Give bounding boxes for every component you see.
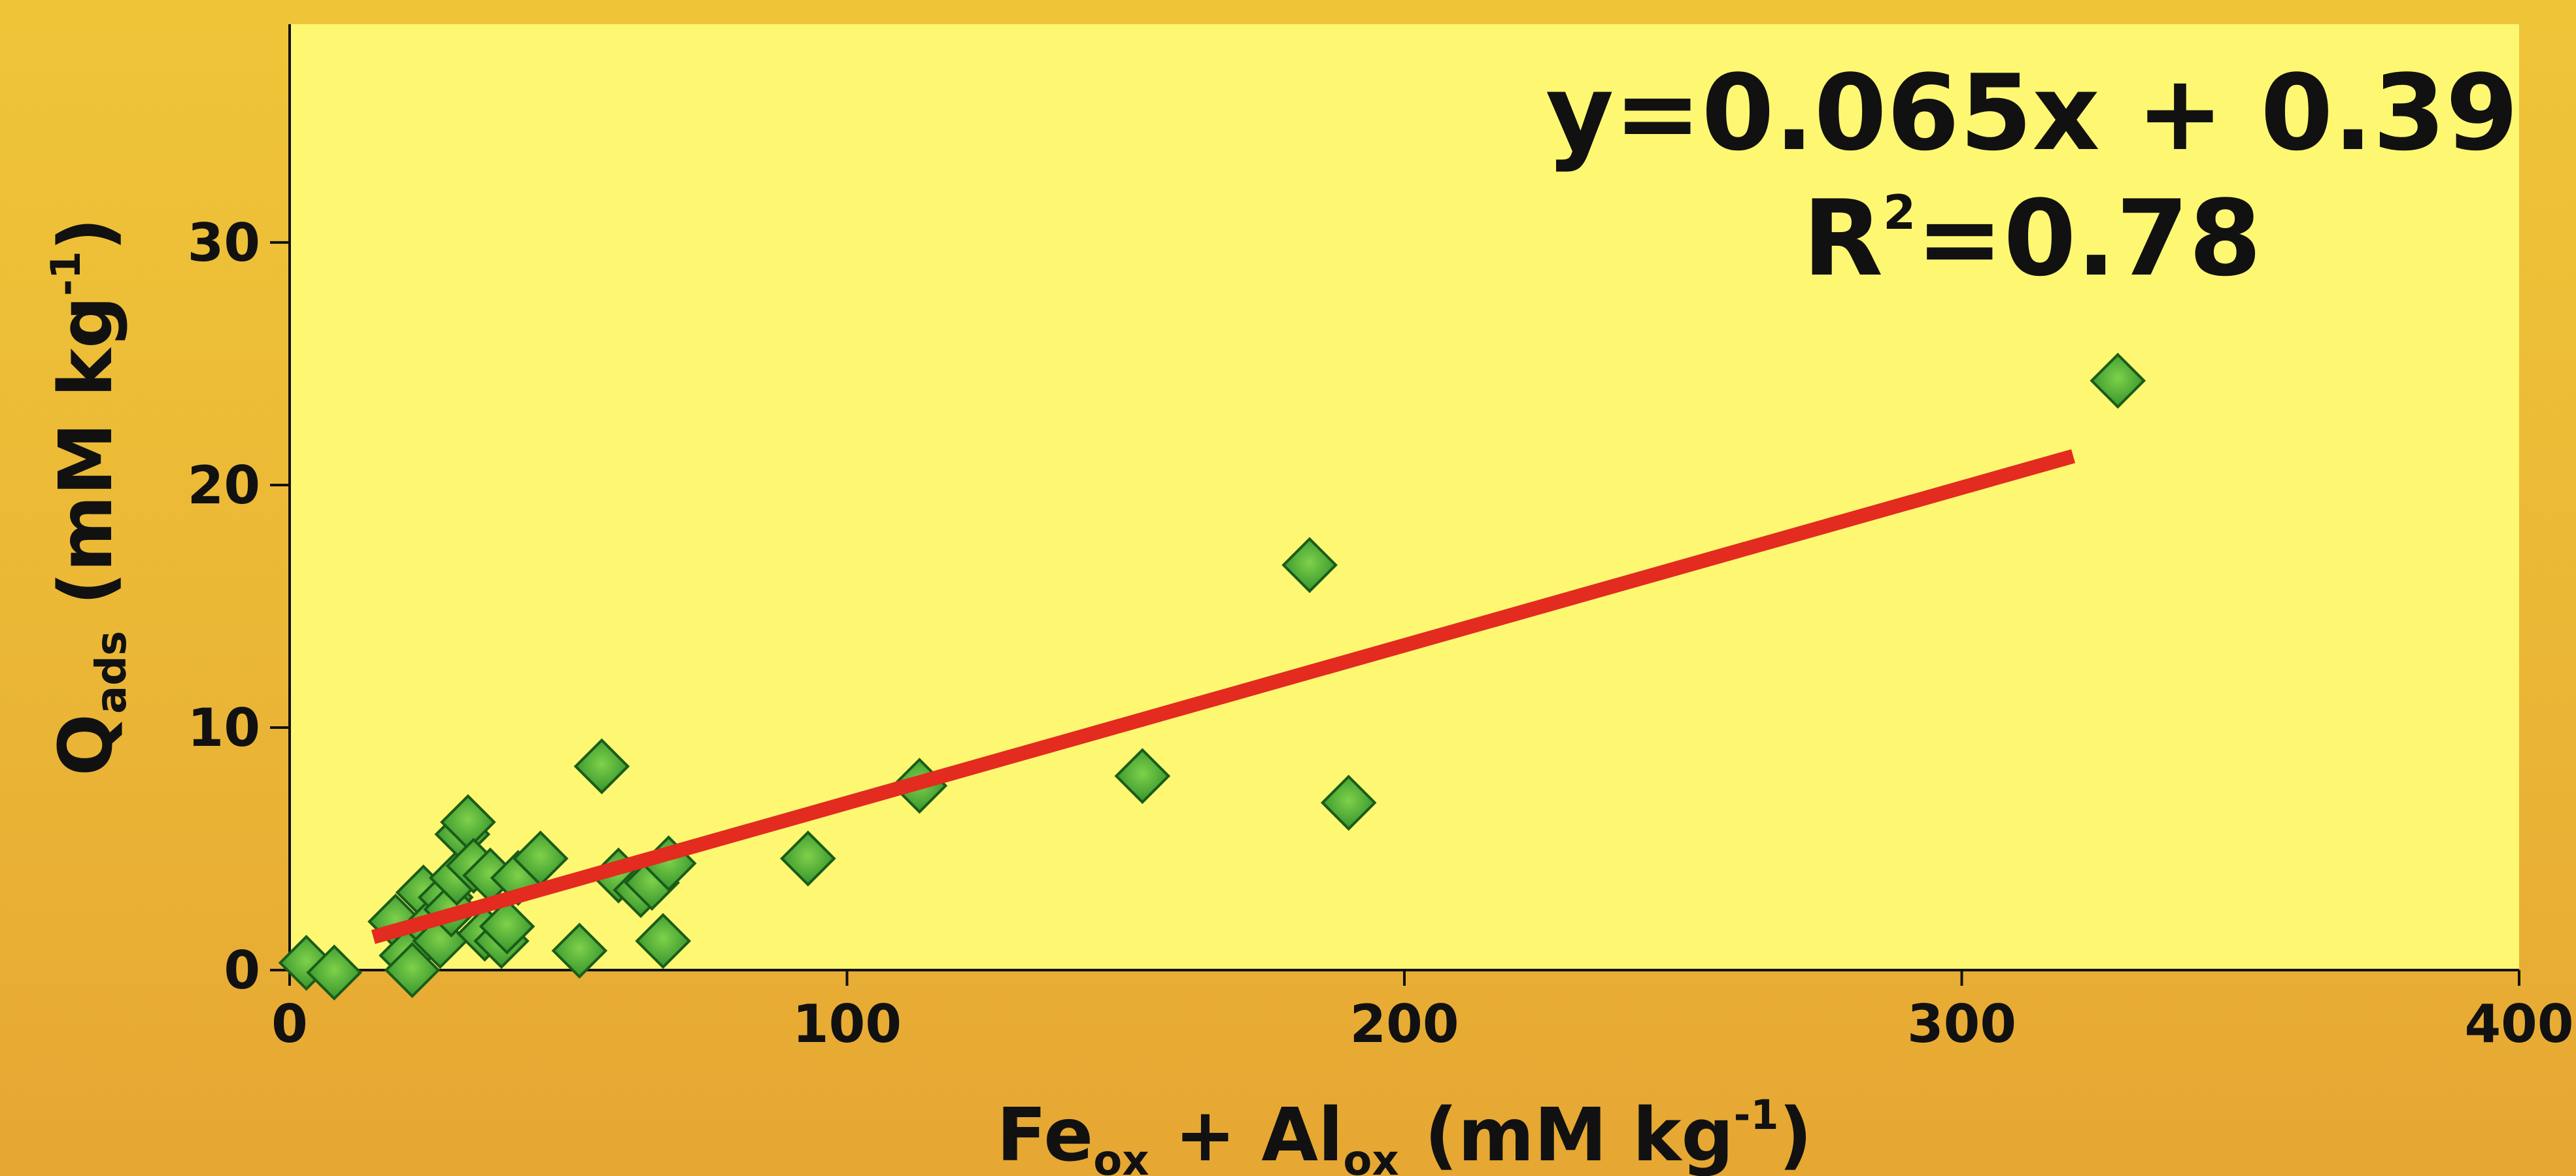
data-point xyxy=(573,738,630,795)
x-axis-ticks: 0 100 200 300 400 xyxy=(271,970,2574,1054)
y-tick-label: 0 xyxy=(224,940,260,1001)
data-point xyxy=(479,898,535,955)
y-tick-label: 10 xyxy=(188,697,260,758)
data-point xyxy=(1281,537,1338,594)
y-tick-label: 30 xyxy=(188,212,260,273)
data-point xyxy=(306,944,363,1001)
data-point xyxy=(2090,352,2146,409)
data-point xyxy=(635,913,692,969)
x-tick-label: 0 xyxy=(271,994,308,1054)
x-tick-label: 300 xyxy=(1907,994,2016,1054)
data-point xyxy=(1320,775,1377,831)
y-axis-title: Qads (mM kg-1) xyxy=(42,218,136,776)
data-point xyxy=(384,942,441,998)
data-point xyxy=(1114,748,1171,805)
trend-line xyxy=(371,449,2075,944)
plot-area xyxy=(290,24,2519,970)
data-point xyxy=(551,922,608,979)
y-axis-ticks: 0 10 20 30 xyxy=(188,212,290,1001)
data-point xyxy=(779,830,836,887)
r-squared-annotation: R2=0.78 xyxy=(1803,177,2262,299)
x-axis-title: Feox + Alox (mM kg-1) xyxy=(996,1091,1812,1176)
x-tick-label: 100 xyxy=(792,994,902,1054)
equation-annotation: y=0.065x + 0.39 xyxy=(1546,52,2518,174)
y-tick-label: 20 xyxy=(188,455,260,516)
x-tick-label: 200 xyxy=(1350,994,1459,1054)
x-tick-label: 400 xyxy=(2465,994,2574,1054)
